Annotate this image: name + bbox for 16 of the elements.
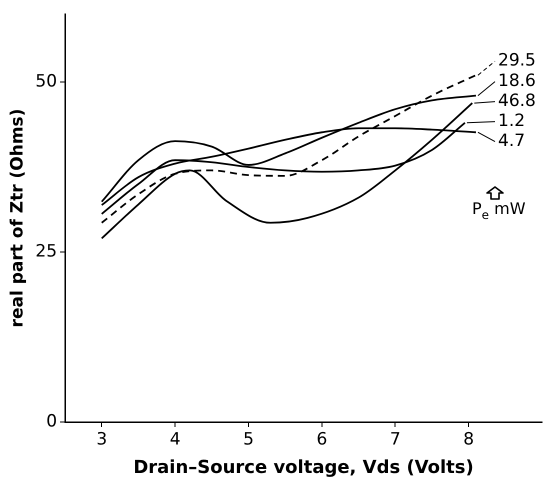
- x-tick-label: 3: [96, 430, 108, 450]
- x-tick-label: 4: [170, 430, 181, 450]
- x-tick-label: 8: [463, 430, 474, 450]
- x-tick-label: 5: [243, 430, 254, 450]
- legend-label: 1.2: [498, 111, 526, 132]
- legend-label: 4.7: [498, 131, 526, 152]
- legend-label: 46.8: [498, 91, 536, 112]
- legend-label: 29.5: [498, 50, 536, 71]
- legend-label: 18.6: [498, 71, 536, 92]
- y-tick-label: 0: [46, 411, 58, 432]
- y-axis-title: real part of Ztr (Ohms): [8, 108, 28, 328]
- y-tick-label: 50: [35, 71, 58, 92]
- x-axis-title: Drain–Source voltage, Vds (Volts): [133, 456, 474, 478]
- y-tick-label: 25: [35, 241, 58, 262]
- x-tick-label: 7: [390, 430, 401, 450]
- x-tick-label: 6: [316, 430, 328, 450]
